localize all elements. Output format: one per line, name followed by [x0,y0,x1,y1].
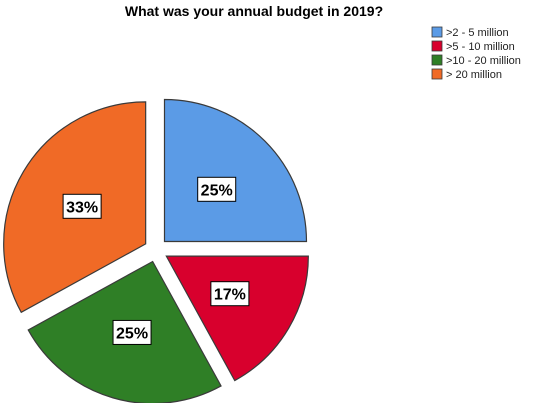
pie-slice [165,255,309,382]
pie-slice [163,98,308,243]
legend-label: >10 - 20 million [446,55,521,67]
data-label-box [62,193,102,219]
legend: >2 - 5 million >5 - 10 million >10 - 20 mi… [431,26,521,81]
chart-title: What was your annual budget in 2019? [125,3,383,19]
data-label-box [112,319,152,345]
legend-swatch [431,54,443,66]
data-label-box [197,176,237,202]
pie-slices [3,98,309,403]
data-label: 33% [66,199,98,216]
pie-data-labels: 25% 17% 25% 33% [62,176,250,345]
legend-swatch [431,40,443,52]
data-label: 17% [214,287,246,304]
legend-swatch [431,26,443,38]
legend-label: >5 - 10 million [446,41,515,53]
legend-label: > 20 million [446,69,502,81]
legend-swatch [431,68,443,80]
data-label: 25% [116,325,148,342]
data-label: 25% [201,182,233,199]
legend-label: >2 - 5 million [446,27,509,39]
data-label-box [210,281,250,307]
